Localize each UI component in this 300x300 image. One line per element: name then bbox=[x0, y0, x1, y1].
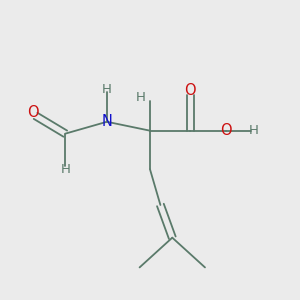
Text: O: O bbox=[184, 83, 196, 98]
Text: H: H bbox=[102, 82, 112, 96]
Text: N: N bbox=[101, 114, 112, 129]
Text: O: O bbox=[220, 123, 232, 138]
Text: H: H bbox=[136, 92, 146, 104]
Text: H: H bbox=[249, 124, 259, 137]
Text: H: H bbox=[60, 163, 70, 176]
Text: O: O bbox=[27, 105, 38, 120]
